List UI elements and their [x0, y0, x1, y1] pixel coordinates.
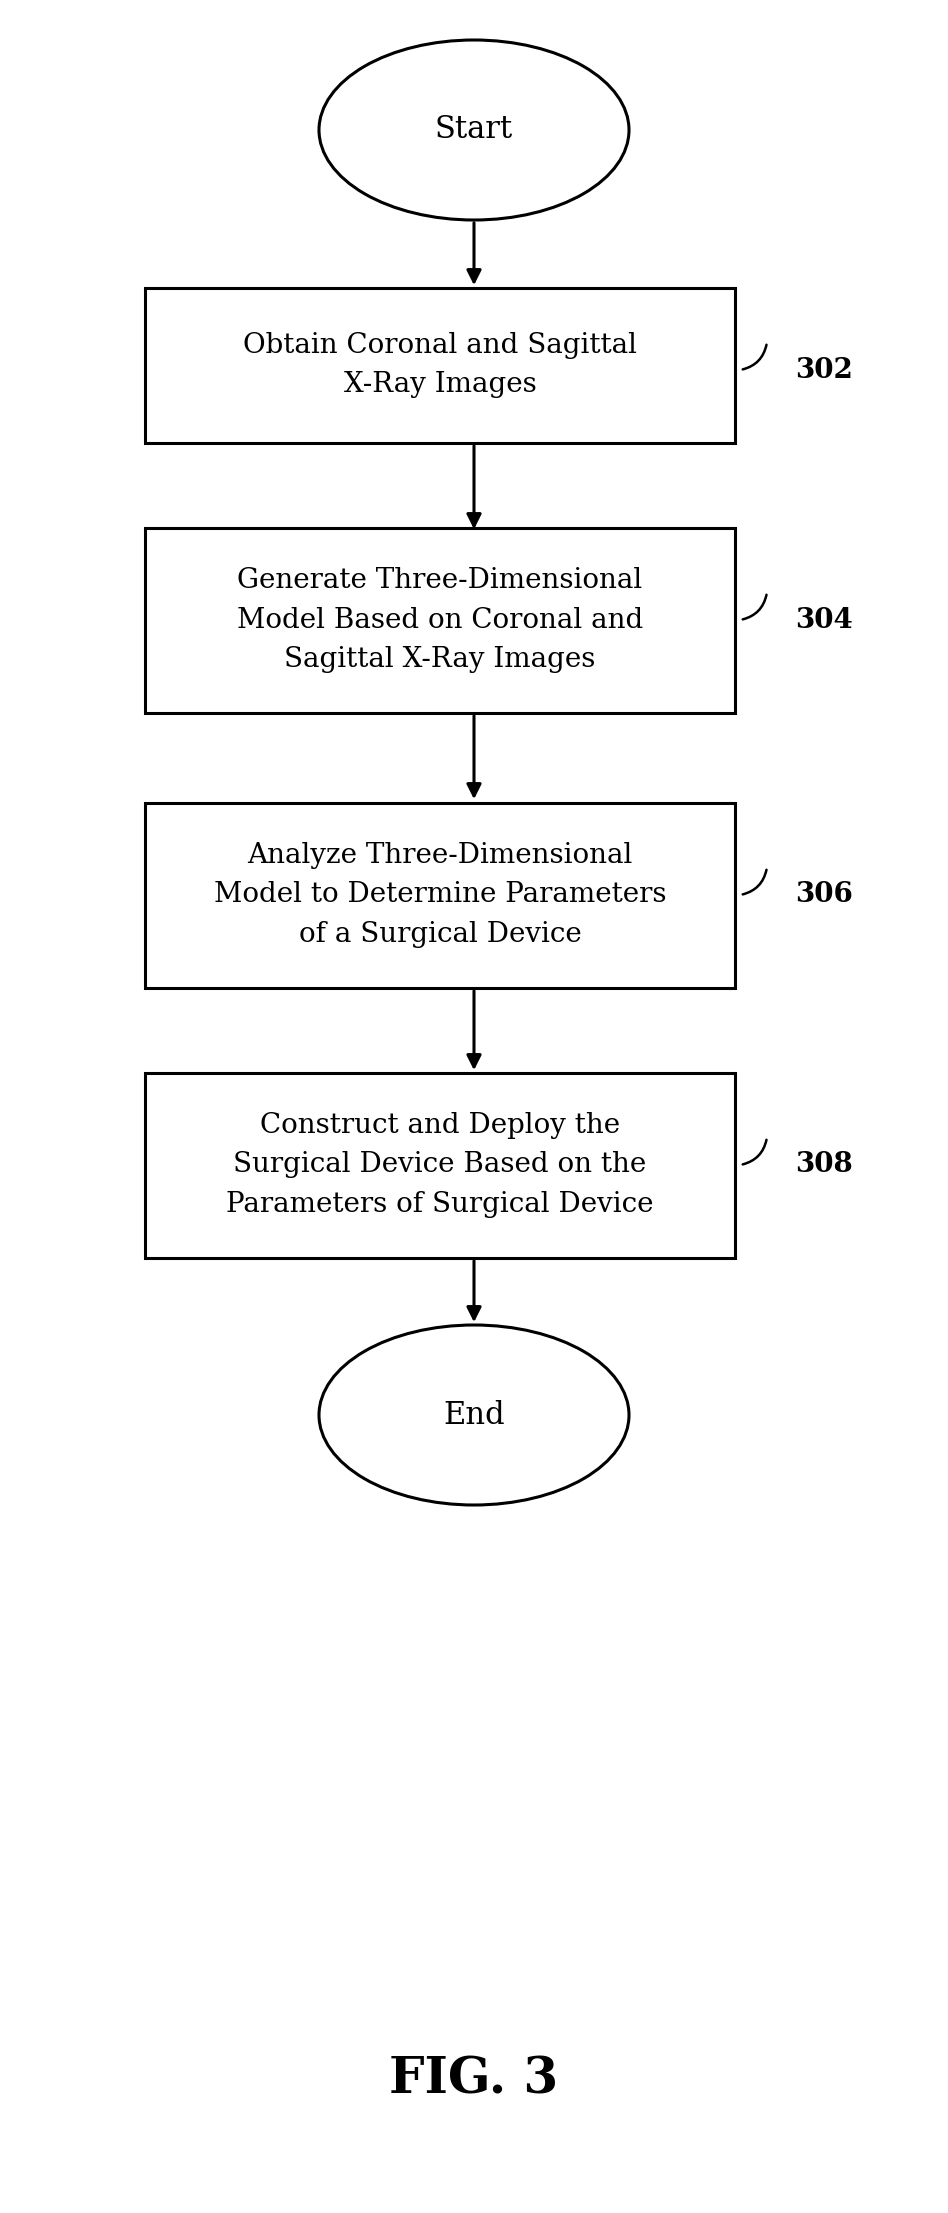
- Text: FIG. 3: FIG. 3: [390, 2056, 558, 2105]
- Text: 304: 304: [795, 606, 853, 633]
- Text: 302: 302: [795, 356, 853, 383]
- Ellipse shape: [319, 1326, 629, 1505]
- Text: 308: 308: [795, 1151, 853, 1180]
- Ellipse shape: [319, 40, 629, 219]
- FancyBboxPatch shape: [145, 1073, 735, 1257]
- Text: Analyze Three-Dimensional
Model to Determine Parameters
of a Surgical Device: Analyze Three-Dimensional Model to Deter…: [213, 841, 666, 947]
- FancyBboxPatch shape: [145, 803, 735, 987]
- Text: Construct and Deploy the
Surgical Device Based on the
Parameters of Surgical Dev: Construct and Deploy the Surgical Device…: [227, 1111, 654, 1217]
- Text: Obtain Coronal and Sagittal
X-Ray Images: Obtain Coronal and Sagittal X-Ray Images: [243, 332, 637, 398]
- Text: 306: 306: [795, 881, 853, 910]
- Text: Generate Three-Dimensional
Model Based on Coronal and
Sagittal X-Ray Images: Generate Three-Dimensional Model Based o…: [237, 567, 643, 673]
- Text: Start: Start: [435, 115, 513, 146]
- FancyBboxPatch shape: [145, 288, 735, 443]
- Text: End: End: [443, 1399, 505, 1430]
- FancyBboxPatch shape: [145, 527, 735, 713]
